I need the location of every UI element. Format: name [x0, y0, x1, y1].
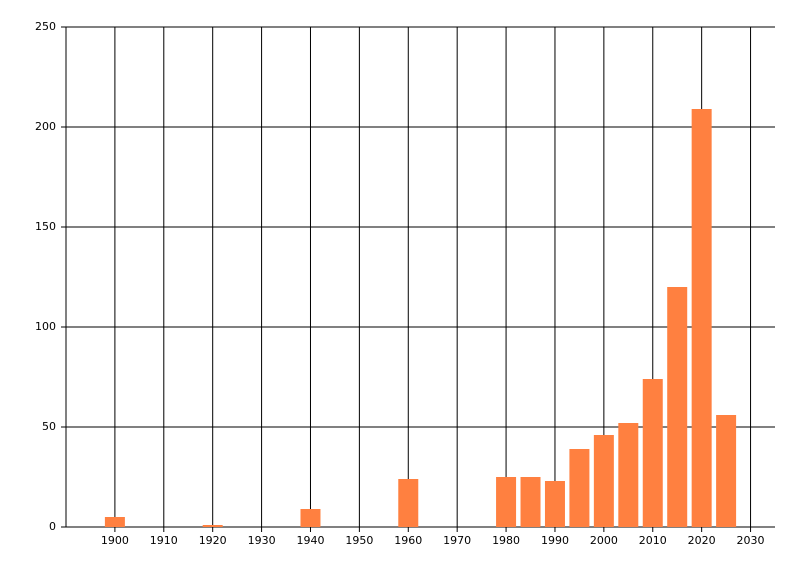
- x-tick-label: 2000: [590, 534, 618, 547]
- x-tick-label: 1950: [345, 534, 373, 547]
- y-tick-label: 50: [42, 420, 56, 433]
- bar: [593, 435, 614, 527]
- y-tick-label: 250: [35, 20, 56, 33]
- y-tick-label: 100: [35, 320, 56, 333]
- x-tick-label: 1960: [394, 534, 422, 547]
- bar: [496, 477, 517, 527]
- x-tick-label: 1980: [492, 534, 520, 547]
- y-tick-label: 150: [35, 220, 56, 233]
- bar: [691, 109, 712, 527]
- x-tick-label: 2010: [639, 534, 667, 547]
- x-tick-label: 1970: [443, 534, 471, 547]
- bar: [544, 481, 565, 527]
- x-tick-label: 2020: [688, 534, 716, 547]
- x-tick-label: 1920: [199, 534, 227, 547]
- bar: [520, 477, 541, 527]
- x-tick-label: 1930: [248, 534, 276, 547]
- bar: [202, 525, 223, 527]
- y-tick-label: 0: [49, 520, 56, 533]
- x-tick-label: 1990: [541, 534, 569, 547]
- x-tick-label: 2030: [737, 534, 765, 547]
- y-tick-label: 200: [35, 120, 56, 133]
- bar: [569, 449, 590, 527]
- x-tick-label: 1900: [101, 534, 129, 547]
- bar: [104, 517, 125, 527]
- bar: [618, 423, 639, 527]
- bar: [667, 287, 688, 527]
- x-tick-label: 1910: [150, 534, 178, 547]
- bar: [398, 479, 419, 527]
- bar: [300, 509, 321, 527]
- x-tick-label: 1940: [296, 534, 324, 547]
- bar: [716, 415, 737, 527]
- bar: [642, 379, 663, 527]
